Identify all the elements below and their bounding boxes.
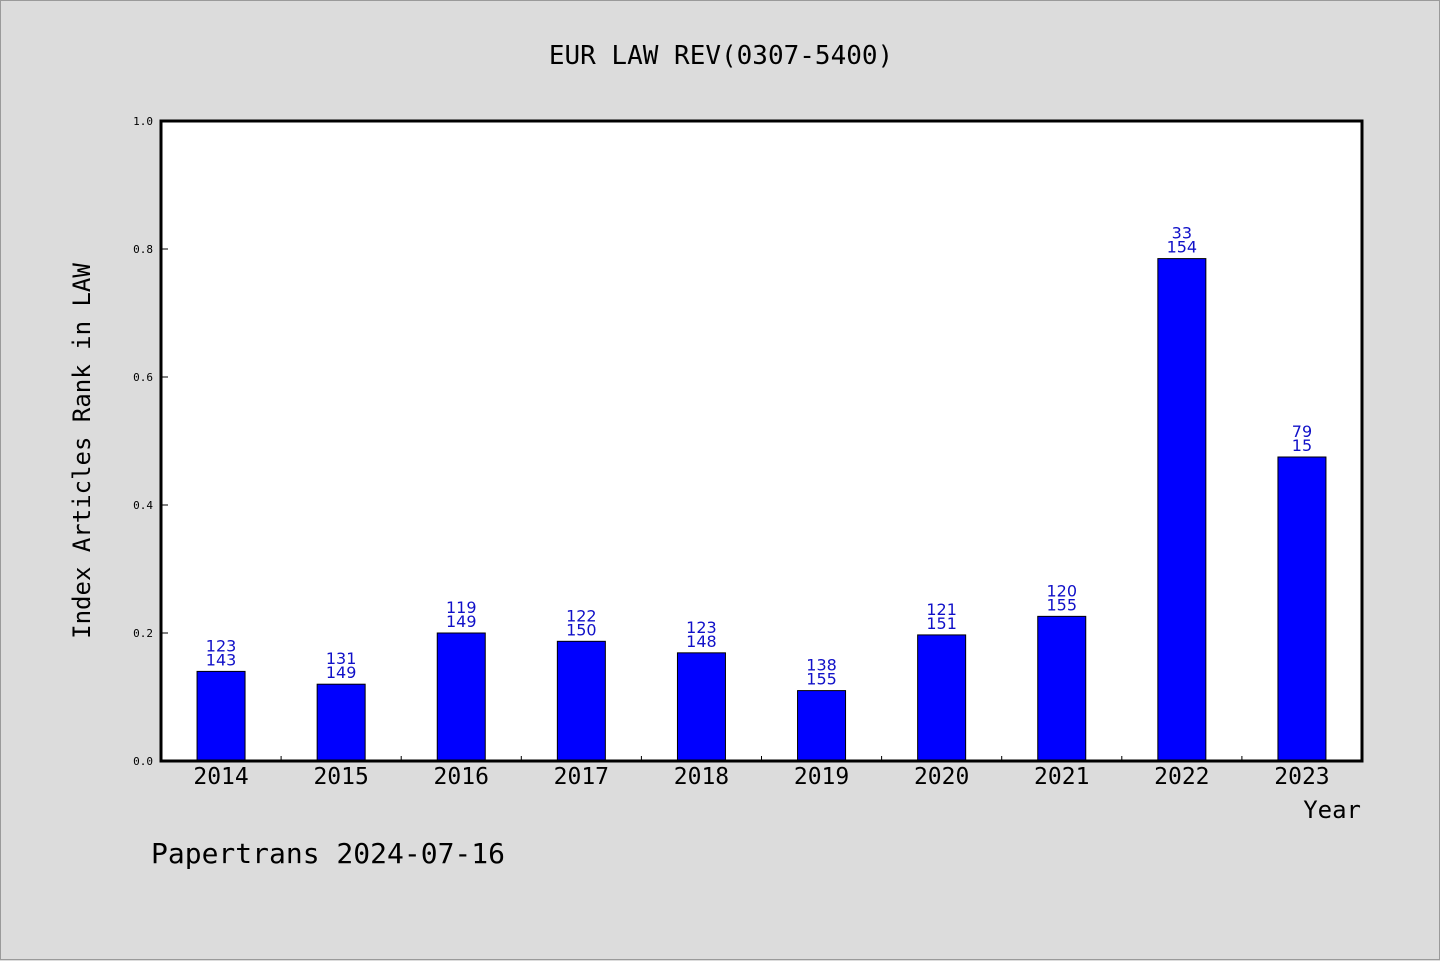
- x-axis-label: Year: [1303, 796, 1361, 824]
- bar-label-bottom-2022: 154: [1167, 238, 1198, 257]
- footer-credit: Papertrans 2024-07-16: [151, 837, 505, 870]
- x-axis-ticks: 2014 2015 2016 2017 2018 2019 2020 2021 2022 2023: [193, 756, 1330, 790]
- x-tick-label-2015: 2015: [313, 764, 368, 790]
- x-tick-label-2023: 2023: [1274, 764, 1329, 790]
- bar-label-bottom-2020: 151: [926, 614, 957, 633]
- bar-label-top-2014: 123: [206, 636, 237, 655]
- chart-title: EUR LAW REV(0307-5400): [549, 41, 893, 71]
- x-tick-label-2018: 2018: [674, 764, 729, 790]
- y-axis-ticks: 0.0 0.2 0.4 0.6 0.8 1.0: [133, 115, 168, 768]
- bar-label-bottom-2014: 143: [206, 650, 237, 669]
- x-tick-label-2017: 2017: [554, 764, 609, 790]
- y-axis-label: Index Articles Rank in LAW: [68, 263, 96, 639]
- y-tick-label-1.0: 1.0: [133, 115, 153, 128]
- bar-label-bottom-2015: 149: [326, 663, 357, 682]
- bar-label-top-2016: 119: [446, 598, 477, 617]
- x-tick-label-2016: 2016: [434, 764, 489, 790]
- x-tick-label-2022: 2022: [1154, 764, 1209, 790]
- x-tick-label-2019: 2019: [794, 764, 849, 790]
- bar-2014: [196, 670, 246, 762]
- x-tick-label-2021: 2021: [1034, 764, 1089, 790]
- bar-label-top-2018: 123: [686, 618, 717, 637]
- y-tick-label-0.8: 0.8: [133, 243, 153, 256]
- bar-label-top-2020: 121: [926, 600, 957, 619]
- y-tick-label-0.2: 0.2: [133, 627, 153, 640]
- bar-label-top-2019: 138: [806, 656, 837, 675]
- y-tick-label-0.0: 0.0: [133, 755, 153, 768]
- bar-label-top-2015: 131: [326, 649, 357, 668]
- y-tick-label-0.4: 0.4: [133, 499, 153, 512]
- bar-label-top-2017: 122: [566, 606, 597, 625]
- bar-label-top-2023: 79: [1292, 422, 1312, 441]
- bar-2015: [316, 683, 366, 762]
- bars-group: [196, 258, 1327, 762]
- bar-label-bottom-2018: 148: [686, 632, 717, 651]
- bar-label-bottom-2017: 150: [566, 620, 597, 639]
- x-tick-label-2014: 2014: [193, 764, 248, 790]
- y-tick-label-0.6: 0.6: [133, 371, 153, 384]
- bar-label-bottom-2023: 15: [1292, 436, 1312, 455]
- bar-label-bottom-2021: 155: [1046, 595, 1077, 614]
- bar-2018: [676, 652, 726, 762]
- bar-2017: [556, 640, 606, 762]
- x-tick-label-2020: 2020: [914, 764, 969, 790]
- bar-label-top-2021: 120: [1046, 581, 1077, 600]
- bar-2019: [797, 690, 847, 762]
- bar-label-bottom-2016: 149: [446, 612, 477, 631]
- bar-2021: [1037, 615, 1087, 762]
- plot-border: [159, 119, 1364, 763]
- bar-2016: [436, 632, 486, 762]
- bar-2023: [1277, 456, 1327, 762]
- bar-2022: [1157, 258, 1207, 762]
- bar-2020: [917, 634, 967, 762]
- bar-label-top-2022: 33: [1172, 224, 1192, 243]
- bar-label-bottom-2019: 155: [806, 670, 837, 689]
